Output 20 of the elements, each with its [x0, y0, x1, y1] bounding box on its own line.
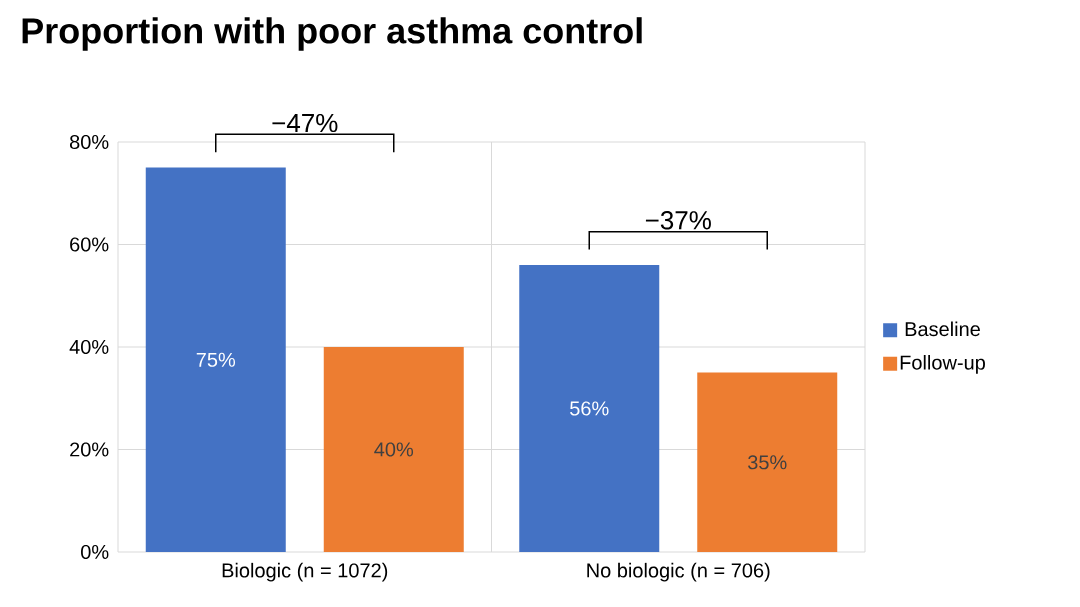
- legend-label: Follow-up: [900, 354, 985, 374]
- data-label: 35%: [748, 455, 787, 470]
- legend-label: Baseline: [905, 321, 980, 337]
- y-tick-label: 40%: [69, 339, 109, 355]
- bar: [145, 167, 286, 552]
- y-tick-label: 60%: [70, 237, 109, 252]
- y-tick-label: 80%: [69, 134, 109, 150]
- bar: [323, 346, 464, 552]
- data-label: 56%: [570, 401, 609, 416]
- bar: [519, 264, 660, 552]
- data-label: 40%: [374, 442, 414, 457]
- data-label: 75%: [196, 352, 236, 367]
- annotation: −37%: [645, 211, 711, 230]
- y-tick-label: 20%: [70, 442, 109, 457]
- y-tick-label: 0%: [81, 544, 109, 560]
- x-tick-label: No biologic (n = 706): [587, 562, 770, 582]
- chart-title: Proportion with poor asthma control: [22, 17, 642, 51]
- text: −47%: [272, 113, 338, 133]
- x-tick-label: Biologic (n = 1072): [222, 562, 388, 582]
- bar: [697, 372, 838, 552]
